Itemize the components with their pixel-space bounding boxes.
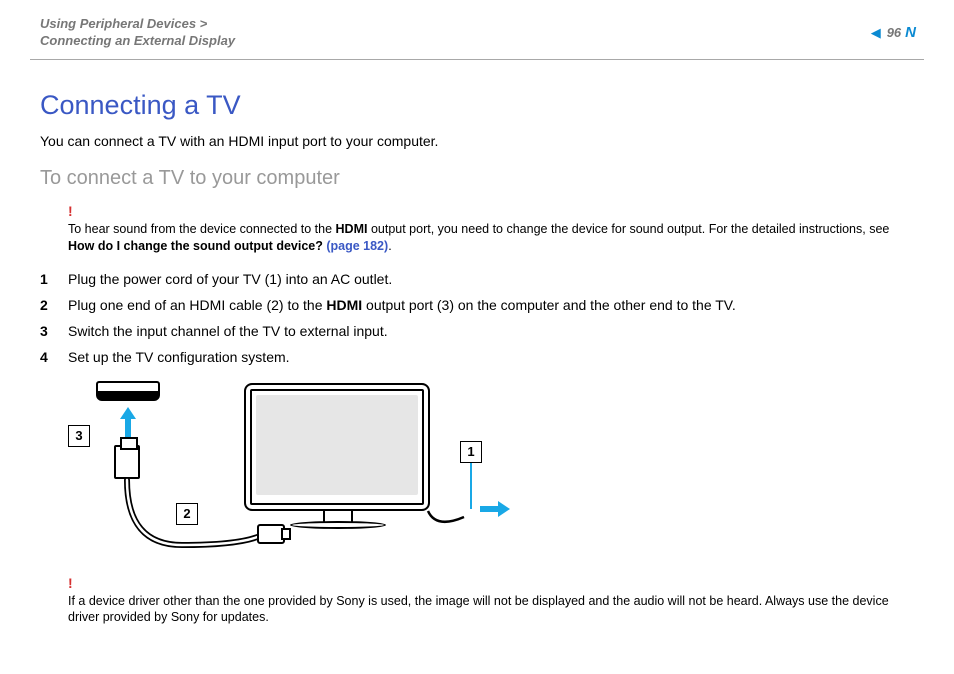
callout-1: 1: [460, 441, 482, 463]
note1-period: .: [388, 239, 391, 253]
note1-link-page[interactable]: (page 182): [326, 239, 388, 253]
step2-b: output port (3) on the computer and the …: [362, 297, 736, 313]
note-block-2: ! If a device driver other than the one …: [68, 574, 914, 627]
nav-prev-icon[interactable]: ◀: [871, 25, 881, 41]
step2-a: Plug one end of an HDMI cable (2) to the: [68, 297, 326, 313]
callout-2: 2: [176, 503, 198, 525]
callout-2-label: 2: [183, 506, 190, 521]
page-header: Using Peripheral Devices > Connecting an…: [30, 0, 924, 60]
step-number: 2: [40, 297, 68, 313]
section-intro: You can connect a TV with an HDMI input …: [40, 133, 914, 149]
note1-part-b: output port, you need to change the devi…: [367, 222, 889, 236]
note2-text: If a device driver other than the one pr…: [68, 594, 889, 625]
diagram-wrap: 3 2 1: [68, 375, 914, 560]
page-nav: ◀ 96 N: [871, 24, 916, 41]
note1-bold: HDMI: [336, 222, 368, 236]
step-row: 3 Switch the input channel of the TV to …: [40, 323, 914, 339]
arrow-right-icon: [480, 501, 510, 517]
page-number: 96: [887, 25, 901, 40]
callout-1-line: [470, 463, 472, 509]
note1-link-label: How do I change the sound output device?: [68, 239, 326, 253]
page-content: Connecting a TV You can connect a TV wit…: [0, 60, 954, 626]
steps-list: 1 Plug the power cord of your TV (1) int…: [40, 271, 914, 365]
step-text: Switch the input channel of the TV to ex…: [68, 323, 914, 339]
step-number: 4: [40, 349, 68, 365]
arrow-up-icon: [120, 407, 136, 437]
power-cord-icon: [426, 503, 476, 533]
alert-icon: !: [68, 202, 914, 221]
step-text: Plug one end of an HDMI cable (2) to the…: [68, 297, 914, 313]
breadcrumb: Using Peripheral Devices > Connecting an…: [40, 16, 235, 50]
callout-3: 3: [68, 425, 90, 447]
step-number: 3: [40, 323, 68, 339]
note-block-1: ! To hear sound from the device connecte…: [68, 202, 914, 255]
connection-diagram: 3 2 1: [68, 375, 508, 560]
nav-next-icon[interactable]: N: [905, 24, 916, 41]
alert-icon: !: [68, 574, 914, 593]
callout-3-label: 3: [75, 428, 82, 443]
section-title: Connecting a TV: [40, 90, 914, 121]
section-subhead: To connect a TV to your computer: [40, 167, 914, 190]
step-row: 2 Plug one end of an HDMI cable (2) to t…: [40, 297, 914, 313]
breadcrumb-line-1[interactable]: Using Peripheral Devices >: [40, 16, 235, 33]
tv-icon: [244, 383, 430, 511]
step2-bold: HDMI: [326, 297, 362, 313]
tv-stand-base: [290, 521, 386, 529]
note1-part-a: To hear sound from the device connected …: [68, 222, 336, 236]
step-text: Set up the TV configuration system.: [68, 349, 914, 365]
step-number: 1: [40, 271, 68, 287]
hdmi-port-icon: [96, 381, 160, 401]
step-row: 4 Set up the TV configuration system.: [40, 349, 914, 365]
step-row: 1 Plug the power cord of your TV (1) int…: [40, 271, 914, 287]
callout-1-label: 1: [467, 444, 474, 459]
breadcrumb-line-2[interactable]: Connecting an External Display: [40, 33, 235, 50]
step-text: Plug the power cord of your TV (1) into …: [68, 271, 914, 287]
